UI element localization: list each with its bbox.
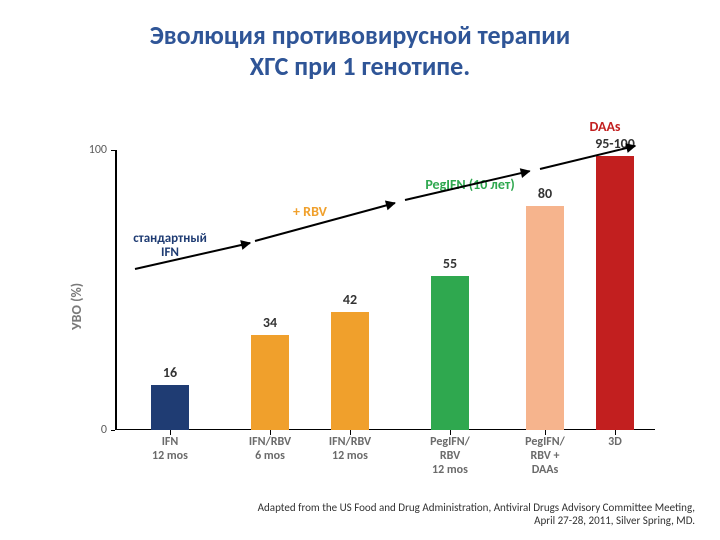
bar-label-4: 80 (515, 185, 575, 202)
y-axis-label: УВО (%) (68, 283, 85, 330)
ytick-label-100: 100 (77, 143, 107, 157)
cat-label-5: 3D (570, 436, 660, 450)
footnote: Adapted from the US Food and Drug Admini… (258, 501, 695, 529)
bar-4 (526, 206, 564, 430)
bar-3 (431, 276, 469, 430)
bar-label-3: 55 (420, 255, 480, 272)
footnote-line-1: Adapted from the US Food and Drug Admini… (258, 501, 695, 514)
bar-label-0: 16 (140, 364, 200, 381)
bar-1 (251, 335, 289, 430)
footnote-line-2: April 27-28, 2011, Silver Spring, MD. (534, 514, 695, 527)
cat-label-1: IFN/RBV6 mos (225, 436, 315, 464)
bar-label-2: 42 (320, 291, 380, 308)
cat-label-2: IFN/RBV12 mos (305, 436, 395, 464)
cat-label-0: IFN12 mos (125, 436, 215, 464)
bar-0 (151, 385, 189, 430)
ytick-label-0: 0 (77, 423, 107, 437)
bar-5 (596, 156, 634, 430)
ytick-0 (111, 430, 115, 431)
bar-chart: 0 100 16IFN12 mos34IFN/RBV6 mos42IFN/RBV… (115, 150, 655, 430)
bar-2 (331, 312, 369, 430)
cat-label-3: PegIFN/RBV12 mos (405, 436, 495, 477)
title-line-1: Эволюция противовирусной терапии (150, 19, 571, 51)
bar-label-1: 34 (240, 314, 300, 331)
annotation-1: + RBV (293, 205, 327, 220)
x-axis (115, 429, 655, 431)
slide-title: Эволюция противовирусной терапии ХГС при… (0, 20, 720, 82)
annotation-3: DAAs (589, 120, 620, 135)
y-axis (115, 150, 117, 430)
slide: Эволюция противовирусной терапии ХГС при… (0, 0, 720, 540)
ytick-100 (111, 150, 115, 151)
title-line-2: ХГС при 1 генотипе. (250, 50, 470, 82)
